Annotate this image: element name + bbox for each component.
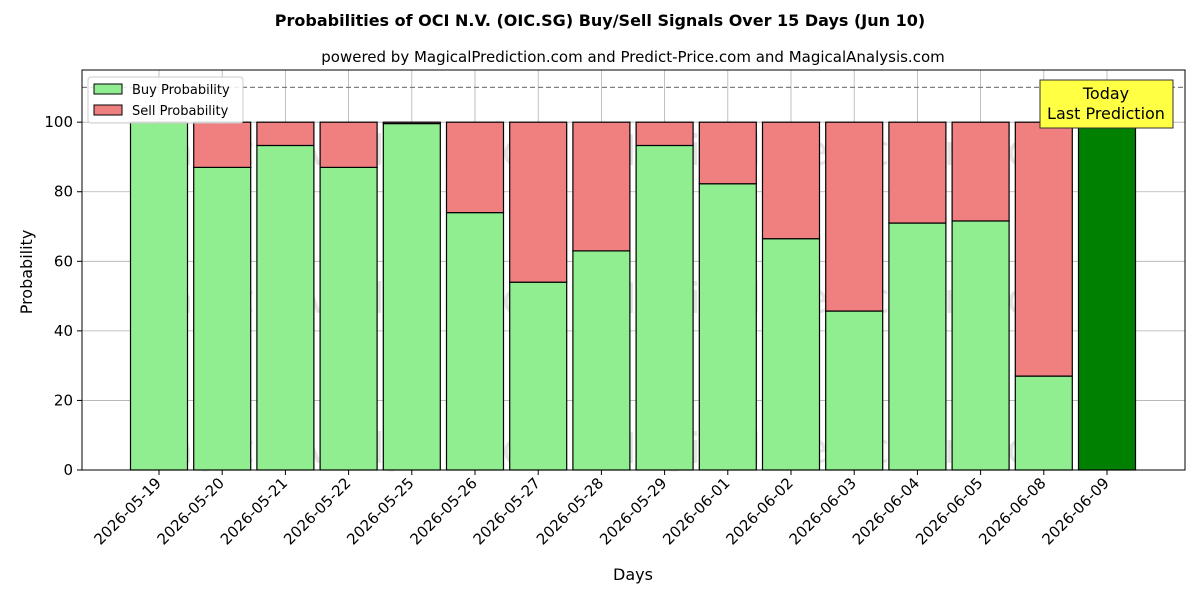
annotation-text: Today (1082, 84, 1129, 103)
legend-label: Buy Probability (132, 83, 230, 98)
sell-bar (382, 121, 441, 125)
legend-swatch (93, 83, 123, 95)
sell-bar (635, 121, 694, 147)
y-axis-ticks: 0 20 40 60 80 100 (44, 113, 82, 479)
buy-bar (761, 238, 821, 471)
x-tick-label: 2026-05-20 (154, 474, 228, 548)
buy-bar (1014, 375, 1073, 471)
x-tick-label: 2026-05-29 (596, 474, 670, 548)
sell-bar (761, 121, 821, 240)
buy-bar (635, 144, 694, 471)
sell-bar (256, 121, 315, 147)
buy-bar (319, 166, 378, 471)
annotation-text: Last Prediction (1047, 104, 1165, 123)
sell-bar (888, 121, 947, 224)
y-tick-label: 0 (63, 461, 73, 479)
buy-bar (572, 250, 631, 471)
x-tick-label: 2026-06-01 (659, 474, 733, 548)
sell-bar (698, 121, 757, 185)
sell-bar (445, 121, 505, 214)
chart-title: Probabilities of OCI N.V. (OIC.SG) Buy/S… (275, 11, 925, 30)
y-tick-label: 80 (54, 183, 73, 201)
buy-bar (1077, 121, 1137, 471)
y-axis-label: Probability (17, 230, 36, 315)
bars (129, 121, 1137, 471)
sell-bar (319, 121, 378, 168)
plot-frame (81, 69, 1186, 471)
buy-bar (129, 121, 189, 471)
x-tick-label: 2026-05-26 (406, 474, 480, 548)
x-tick-label: 2026-06-09 (1038, 474, 1112, 548)
annotation-box (1039, 79, 1174, 129)
chart-subtitle: powered by MagicalPrediction.com and Pre… (321, 48, 945, 66)
buy-bar (256, 144, 315, 471)
sell-bar (825, 121, 884, 312)
x-tick-label: 2026-05-21 (217, 474, 291, 548)
y-tick-label: 20 (54, 391, 73, 409)
x-tick-label: 2026-06-04 (849, 474, 923, 548)
buy-bar (193, 166, 252, 471)
sell-bar (951, 121, 1010, 222)
sell-bar (509, 121, 568, 283)
sell-bar (1014, 121, 1073, 377)
x-tick-label: 2026-05-22 (280, 474, 354, 548)
x-tick-label: 2026-05-19 (90, 474, 164, 548)
x-axis-label: Days (613, 565, 653, 584)
y-tick-label: 40 (54, 322, 73, 340)
x-tick-label: 2026-06-08 (975, 474, 1049, 548)
sell-bar (193, 121, 252, 168)
buy-bar (888, 222, 947, 471)
legend-label: Sell Probability (132, 104, 229, 119)
legend-box (87, 76, 244, 124)
x-axis-ticks: 2026-05-192026-05-202026-05-212026-05-22… (90, 470, 1113, 548)
x-tick-label: 2026-06-03 (786, 474, 860, 548)
sell-bar (572, 121, 631, 252)
x-tick-label: 2026-06-02 (722, 474, 796, 548)
buy-bar (825, 310, 884, 471)
buy-bar (382, 122, 441, 471)
buy-bar (445, 212, 505, 471)
x-tick-label: 2026-05-25 (343, 474, 417, 548)
y-tick-label: 60 (54, 252, 73, 270)
buy-bar (698, 183, 757, 471)
buy-bar (509, 281, 568, 471)
x-tick-label: 2026-06-05 (912, 474, 986, 548)
x-tick-label: 2026-05-28 (533, 474, 607, 548)
y-tick-label: 100 (44, 113, 73, 131)
buy-bar (951, 220, 1010, 471)
legend-swatch (93, 104, 123, 116)
legend: Buy Probability Sell Probability (87, 76, 244, 124)
x-tick-label: 2026-05-27 (470, 474, 544, 548)
